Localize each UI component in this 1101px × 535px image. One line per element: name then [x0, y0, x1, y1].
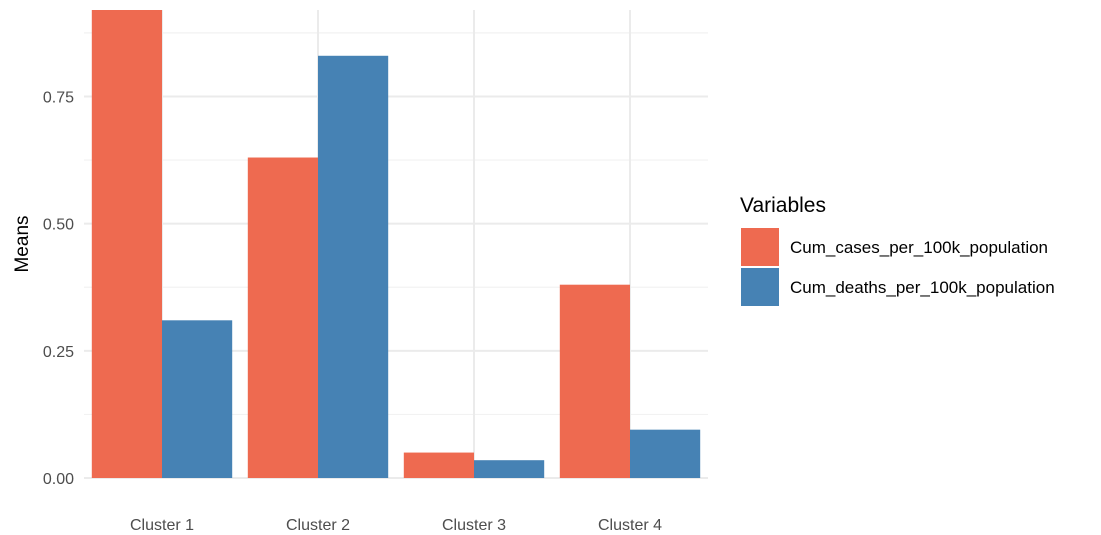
legend-title: Variables [740, 194, 826, 217]
y-axis-ticks: 0.00 0.25 0.50 0.75 [43, 89, 74, 488]
legend-label: Cum_cases_per_100k_population [790, 238, 1048, 257]
legend-label: Cum_deaths_per_100k_population [790, 278, 1055, 297]
legend: Variables Cum_cases_per_100k_populationC… [740, 194, 1055, 306]
x-tick-label: Cluster 3 [442, 517, 506, 534]
x-tick-label: Cluster 4 [598, 517, 662, 534]
bars [91, 10, 701, 479]
y-axis-title: Means [12, 215, 33, 272]
bar-deaths-1 [162, 320, 233, 478]
x-axis-ticks: Cluster 1 Cluster 2 Cluster 3 Cluster 4 [130, 517, 662, 534]
y-tick-label: 0.00 [43, 471, 74, 488]
bar-cases-2 [247, 157, 318, 479]
x-tick-label: Cluster 2 [286, 517, 350, 534]
x-tick-label: Cluster 1 [130, 517, 194, 534]
bar-cases-3 [403, 452, 474, 478]
legend-key [741, 228, 779, 266]
y-tick-label: 0.50 [43, 217, 74, 234]
y-tick-label: 0.75 [43, 89, 74, 106]
legend-key [741, 268, 779, 306]
bar-deaths-2 [318, 55, 389, 479]
bar-cases-4 [559, 284, 630, 478]
legend-items: Cum_cases_per_100k_population Cum_deaths_… [741, 228, 1055, 306]
bar-cases-1 [91, 10, 162, 478]
bar-deaths-4 [630, 429, 701, 478]
bar-deaths-3 [474, 460, 545, 478]
y-tick-label: 0.25 [43, 344, 74, 361]
